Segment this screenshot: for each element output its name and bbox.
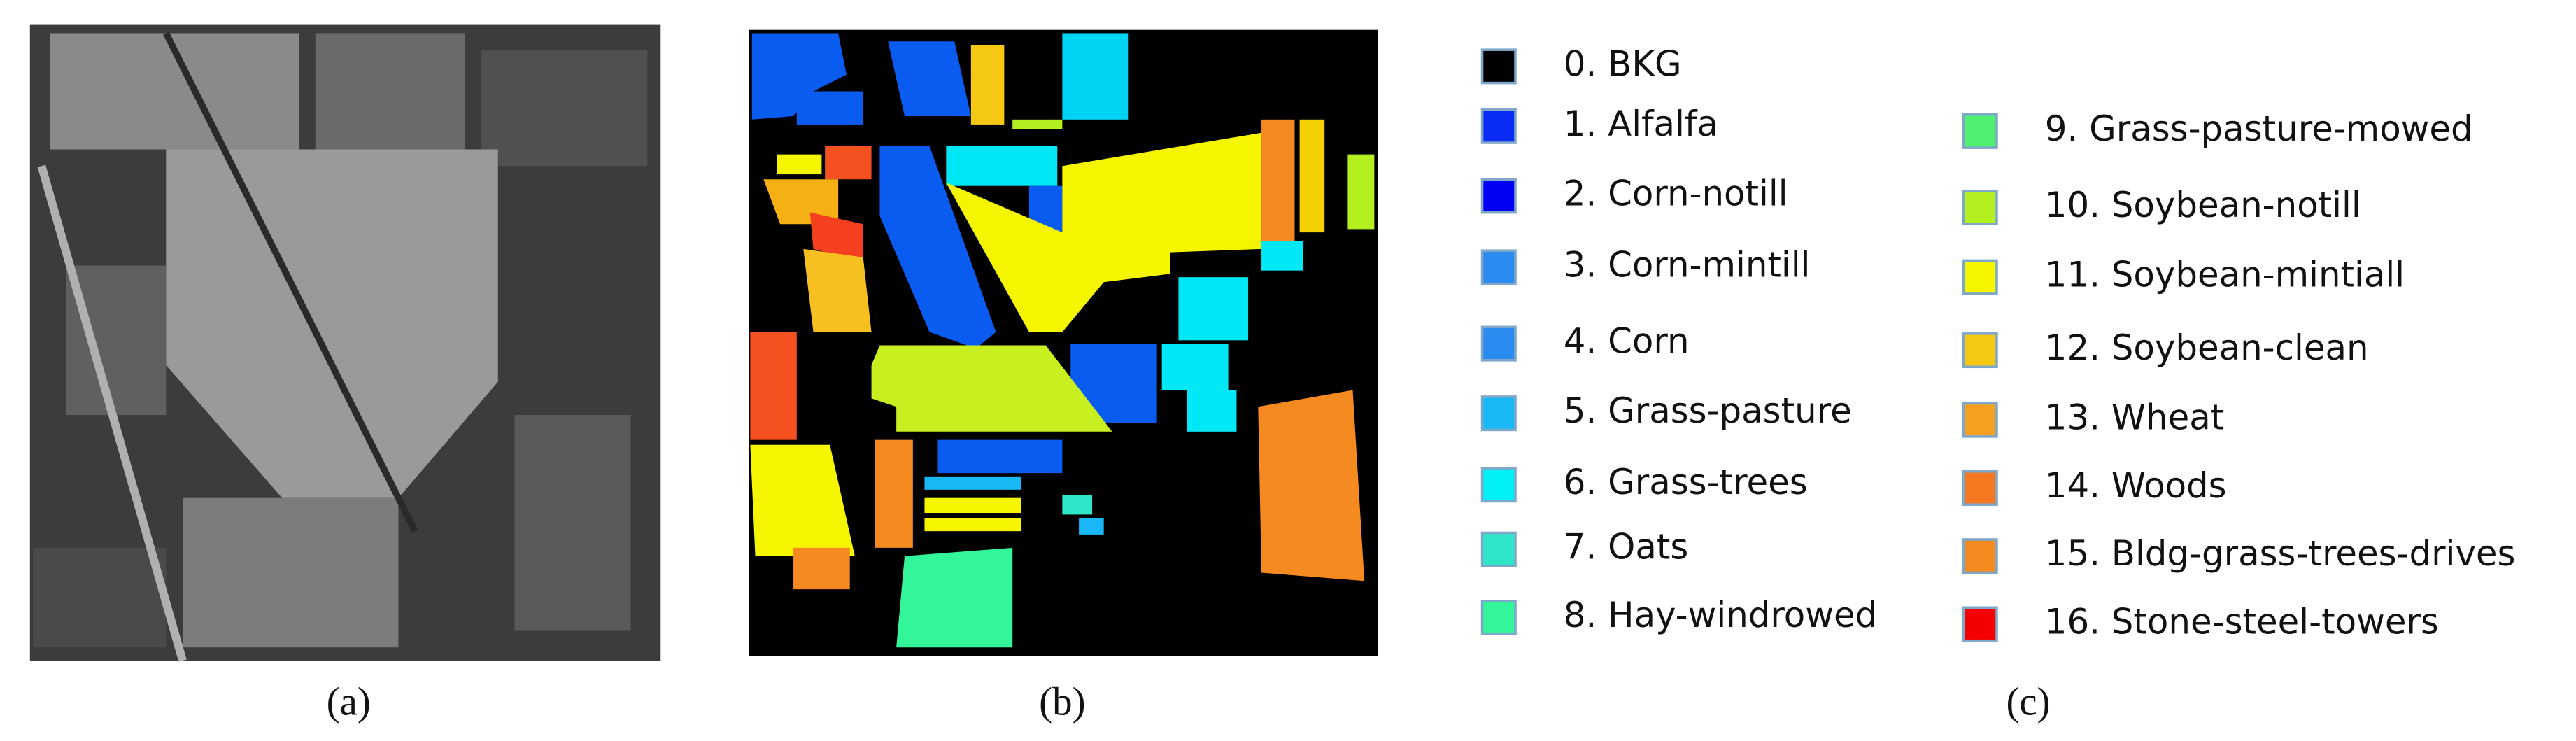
legend-swatch: [1962, 190, 1998, 226]
grayscale-image: [29, 24, 661, 662]
legend-swatch: [1962, 470, 1998, 506]
legend-swatch: [1480, 48, 1517, 85]
legend-swatch: [1480, 531, 1517, 567]
legend-swatch: [1962, 332, 1998, 369]
legend-swatch: [1962, 606, 1998, 642]
legend-swatch: [1480, 599, 1517, 636]
legend-label: 12. Soybean-clean: [2045, 327, 2369, 368]
legend-label: 6. Grass-trees: [1564, 462, 1808, 502]
legend-swatch: [1480, 249, 1517, 285]
legend-label: 2. Corn-notill: [1564, 173, 1788, 213]
legend-swatch: [1962, 538, 1998, 574]
legend-label: 0. BKG: [1564, 43, 1682, 84]
panel-caption: (a): [327, 679, 371, 724]
legend-swatch: [1480, 395, 1517, 432]
legend-swatch: [1962, 402, 1998, 438]
legend-label: 14. Woods: [2045, 465, 2227, 506]
legend-swatch: [1480, 108, 1517, 144]
legend-swatch: [1962, 259, 1998, 295]
legend: 0. BKG 1. Alfalfa 2. Corn-notill 3. Corn-mi…: [1480, 43, 2516, 642]
legend-label: 16. Stone-steel-towers: [2045, 601, 2439, 642]
legend-swatch: [1480, 467, 1517, 503]
panel-caption: (b): [1039, 679, 1085, 724]
legend-label: 5. Grass-pasture: [1564, 390, 1852, 431]
panel-caption: (c): [2006, 679, 2050, 724]
legend-swatch: [1480, 325, 1517, 362]
legend-swatch: [1962, 113, 1998, 149]
legend-label: 4. Corn: [1564, 321, 1690, 362]
legend-label: 9. Grass-pasture-mowed: [2045, 108, 2473, 149]
legend-swatch: [1480, 178, 1517, 214]
legend-label: 13. Wheat: [2045, 397, 2225, 438]
legend-label: 10. Soybean-notill: [2045, 185, 2361, 225]
legend-label: 3. Corn-mintill: [1564, 244, 1811, 285]
legend-label: 7. Oats: [1564, 527, 1689, 567]
ground-truth-map: [748, 29, 1378, 656]
legend-label: 11. Soybean-mintiall: [2045, 255, 2405, 295]
legend-label: 15. Bldg-grass-trees-drives: [2045, 533, 2516, 574]
legend-label: 8. Hay-windrowed: [1564, 595, 1877, 635]
legend-label: 1. Alfalfa: [1564, 104, 1718, 144]
